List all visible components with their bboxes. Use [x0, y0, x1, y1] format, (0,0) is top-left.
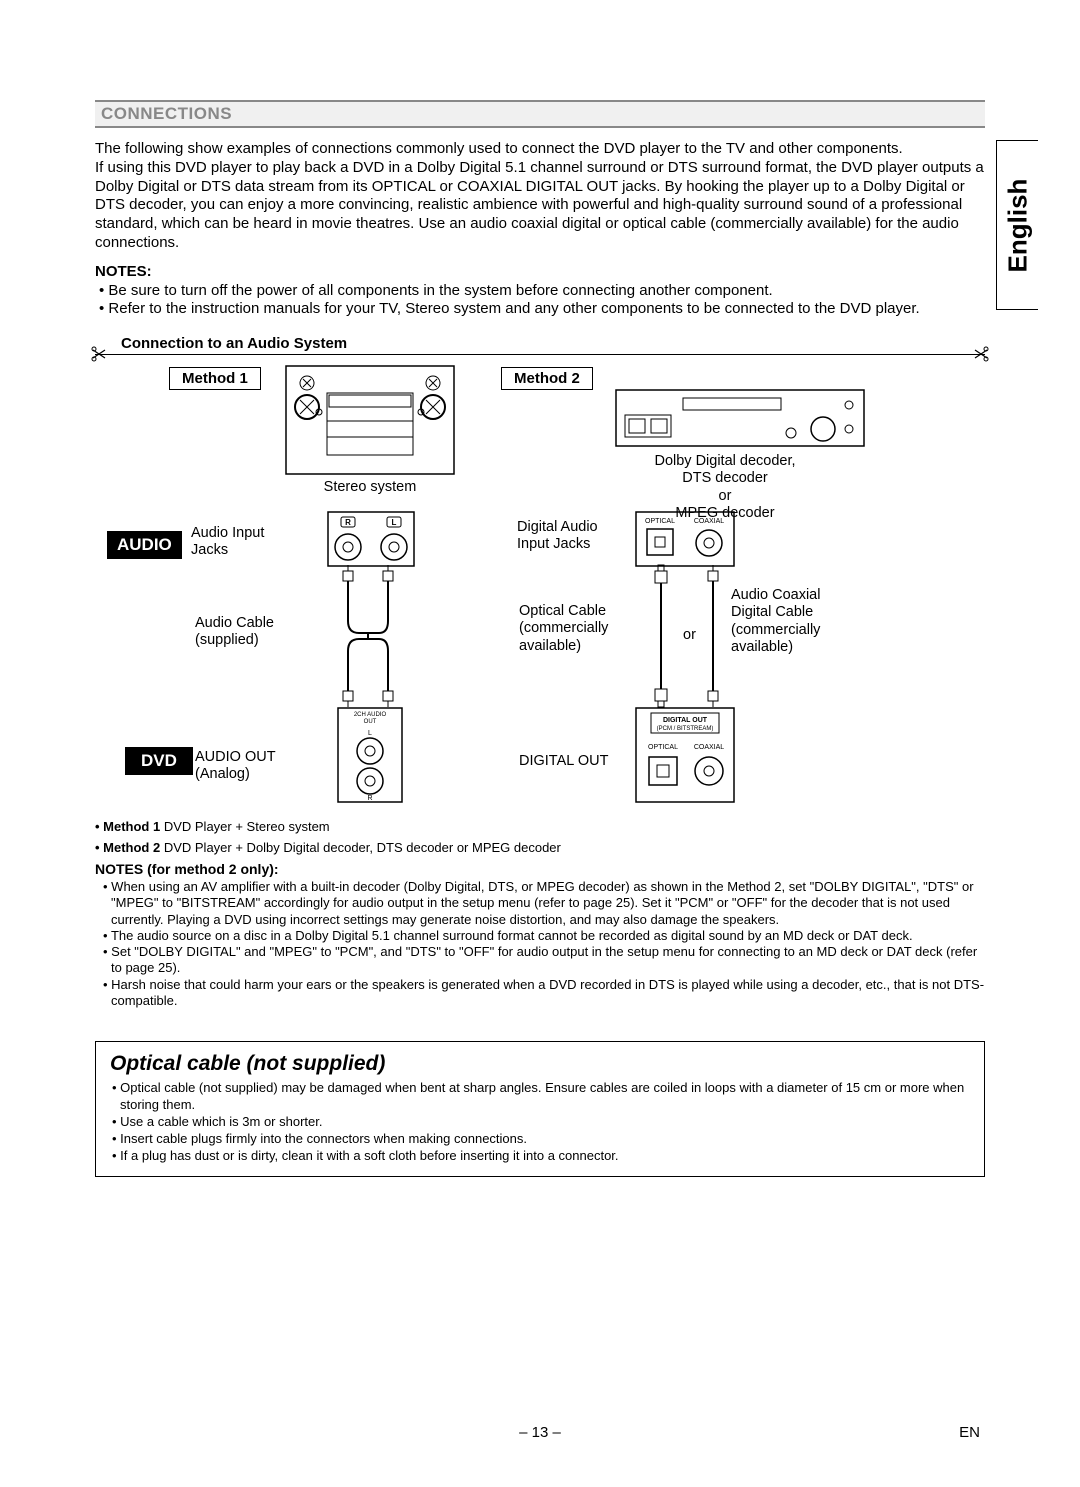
- svg-text:OPTICAL: OPTICAL: [645, 518, 675, 525]
- notes2-heading: NOTES (for method 2 only):: [95, 861, 985, 877]
- digital-input-jacks-label: Digital Audio Input Jacks: [517, 519, 598, 554]
- notes2-list: When using an AV amplifier with a built-…: [95, 879, 985, 1009]
- connection-diagram: Method 1 Method 2 AUDIO DVD Stereo syste…: [95, 363, 985, 813]
- audio-cable-label: Audio Cable (supplied): [195, 615, 274, 650]
- scissor-icon: [967, 346, 989, 362]
- svg-text:2CH AUDIO: 2CH AUDIO: [354, 712, 387, 718]
- or-label: or: [683, 627, 696, 644]
- optical-note-item: If a plug has dust or is dirty, clean it…: [110, 1148, 970, 1165]
- svg-text:OUT: OUT: [364, 719, 377, 725]
- language-tab: English: [996, 140, 1038, 310]
- svg-text:(PCM / BITSTREAM): (PCM / BITSTREAM): [657, 726, 714, 732]
- intro-paragraph: The following show examples of connectio…: [95, 140, 985, 253]
- audio-input-jacks-label: Audio Input Jacks: [191, 525, 264, 560]
- optical-title: Optical cable (not supplied): [110, 1052, 970, 1076]
- language-tab-label: English: [1002, 178, 1033, 272]
- optical-note-item: Use a cable which is 3m or shorter.: [110, 1114, 970, 1131]
- note2-item: Harsh noise that could harm your ears or…: [97, 977, 985, 1010]
- scissor-icon: [91, 346, 113, 362]
- decoder-icon: [615, 389, 865, 452]
- page-language: EN: [959, 1424, 980, 1441]
- page-footer: – 13 – EN: [0, 1424, 1080, 1441]
- coax-cable-icon: [703, 571, 723, 706]
- digital-out-panel: DIGITAL OUT (PCM / BITSTREAM) OPTICAL CO…: [635, 707, 735, 808]
- stereo-system-label: Stereo system: [320, 479, 420, 496]
- method1-desc: • Method 1 DVD Player + Stereo system: [95, 819, 985, 834]
- svg-text:COAXIAL: COAXIAL: [694, 518, 724, 525]
- digital-out-label: DIGITAL OUT: [519, 753, 608, 770]
- method2-desc: • Method 2 DVD Player + Dolby Digital de…: [95, 840, 985, 855]
- optical-note-item: Optical cable (not supplied) may be dama…: [110, 1080, 970, 1114]
- audio-out-label: AUDIO OUT (Analog): [195, 749, 276, 784]
- svg-text:COAXIAL: COAXIAL: [694, 744, 724, 751]
- svg-text:OPTICAL: OPTICAL: [648, 744, 678, 751]
- method1-label: Method 1: [169, 367, 261, 390]
- notes-list: Be sure to turn off the power of all com…: [95, 282, 985, 320]
- svg-text:L: L: [392, 518, 397, 527]
- section-header: CONNECTIONS: [95, 100, 985, 128]
- notes-heading: NOTES:: [95, 263, 985, 280]
- note-item: Be sure to turn off the power of all com…: [97, 282, 985, 301]
- digital-input-panel: OPTICAL COAXIAL: [635, 511, 735, 572]
- optical-cable-note-box: Optical cable (not supplied) Optical cab…: [95, 1041, 985, 1177]
- dvd-category-box: DVD: [125, 747, 193, 775]
- note2-item: When using an AV amplifier with a built-…: [97, 879, 985, 928]
- optical-cable-icon: [651, 571, 671, 706]
- audio-out-panel: 2CH AUDIO OUT L R: [337, 707, 403, 808]
- svg-text:R: R: [345, 518, 351, 527]
- rca-input-panel: R L: [327, 511, 415, 572]
- optical-list: Optical cable (not supplied) may be dama…: [110, 1080, 970, 1164]
- optical-cable-label: Optical Cable (commercially available): [519, 603, 608, 655]
- note2-item: Set "DOLBY DIGITAL" and "MPEG" to "PCM",…: [97, 944, 985, 977]
- subsection-title: Connection to an Audio System: [121, 335, 347, 352]
- stereo-system-icon: [285, 365, 455, 480]
- note2-item: The audio source on a disc in a Dolby Di…: [97, 928, 985, 944]
- svg-text:DIGITAL OUT: DIGITAL OUT: [663, 717, 708, 724]
- analog-cable-icon: [339, 571, 403, 706]
- svg-text:L: L: [368, 730, 372, 737]
- subsection-header: Connection to an Audio System: [95, 333, 985, 355]
- method2-label: Method 2: [501, 367, 593, 390]
- section-title: CONNECTIONS: [101, 104, 232, 123]
- note-item: Refer to the instruction manuals for you…: [97, 300, 985, 319]
- svg-text:R: R: [367, 795, 372, 802]
- page-number: – 13 –: [519, 1424, 561, 1441]
- coax-cable-label: Audio Coaxial Digital Cable (commerciall…: [731, 587, 820, 657]
- optical-note-item: Insert cable plugs firmly into the conne…: [110, 1131, 970, 1148]
- audio-category-box: AUDIO: [107, 531, 182, 559]
